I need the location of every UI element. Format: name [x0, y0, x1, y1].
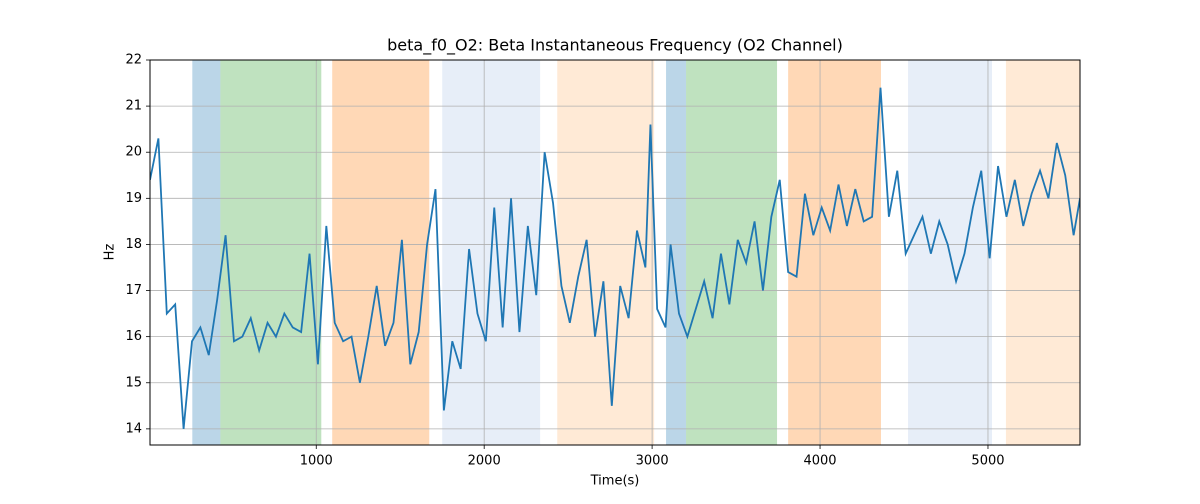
y-tick-label: 21 [125, 99, 142, 114]
shaded-span [666, 60, 687, 445]
x-tick-label: 1000 [300, 454, 333, 469]
y-axis-label: Hz [103, 244, 118, 261]
spans [192, 60, 1080, 445]
shaded-span [192, 60, 221, 445]
y-tick-label: 20 [125, 145, 142, 160]
chart-title: beta_f0_O2: Beta Instantaneous Frequency… [387, 36, 843, 56]
data-line [150, 87, 1080, 429]
x-tick-label: 5000 [971, 454, 1004, 469]
y-tick-label: 18 [125, 237, 142, 252]
y-tick-label: 15 [125, 375, 142, 390]
y-tick-label: 14 [125, 421, 142, 436]
shaded-span [686, 60, 778, 445]
x-tick-label: 3000 [636, 454, 669, 469]
x-tick-label: 2000 [468, 454, 501, 469]
x-axis-label: Time(s) [590, 474, 640, 489]
shaded-span [332, 60, 430, 445]
x-tick-label: 4000 [803, 454, 836, 469]
y-tick-label: 22 [125, 53, 142, 68]
shaded-span [557, 60, 655, 445]
shaded-span [220, 60, 322, 445]
shaded-span [788, 60, 882, 445]
y-tick-label: 19 [125, 191, 142, 206]
plot [150, 87, 1080, 429]
shaded-span [1005, 60, 1080, 445]
y-tick-label: 16 [125, 329, 142, 344]
grid [150, 59, 1080, 445]
plot-frame [149, 59, 1081, 446]
y-tick-label: 17 [125, 283, 142, 298]
